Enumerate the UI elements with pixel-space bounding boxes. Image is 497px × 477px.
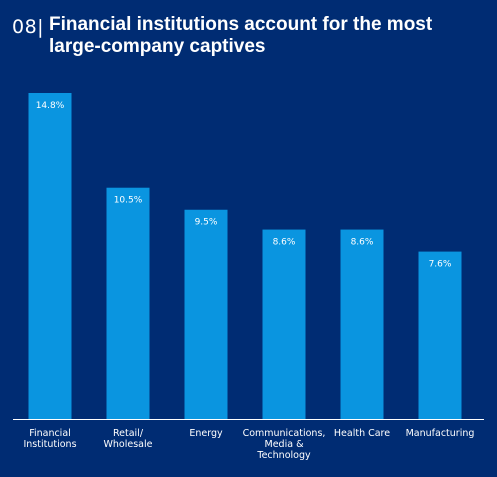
bar-value-label-2: 9.5%: [195, 218, 218, 228]
bar-value-label-1: 10.5%: [114, 196, 143, 206]
bar-value-label-3: 8.6%: [273, 238, 296, 248]
chart-title: Financial institutions account for the m…: [49, 14, 433, 57]
value-labels-group: 14.8% 10.5% 9.5% 8.6% 8.6% 7.6%: [36, 101, 452, 270]
bars-group: [28, 93, 462, 419]
category-label-2: Energy: [189, 428, 223, 439]
category-labels-group: Financial Institutions Retail/Wholesale Ene…: [23, 428, 474, 461]
bar-5: [418, 251, 462, 419]
category-label-1: Retail/Wholesale: [104, 428, 153, 450]
category-label-0: Financial Institutions: [23, 428, 76, 450]
category-label-3: Communications, Media & Technology: [243, 428, 326, 461]
bar-3: [262, 229, 306, 419]
bar-2: [184, 209, 228, 419]
bar-0: [28, 93, 72, 419]
category-label-5: Manufacturing: [406, 428, 475, 439]
category-label-4: Health Care: [334, 428, 390, 439]
bar-1: [106, 187, 150, 419]
bar-4: [340, 229, 384, 419]
bar-value-label-0: 14.8%: [36, 101, 65, 111]
figure-number: 08|: [12, 16, 45, 38]
bar-value-label-5: 7.6%: [429, 260, 452, 270]
bar-value-label-4: 8.6%: [351, 238, 374, 248]
